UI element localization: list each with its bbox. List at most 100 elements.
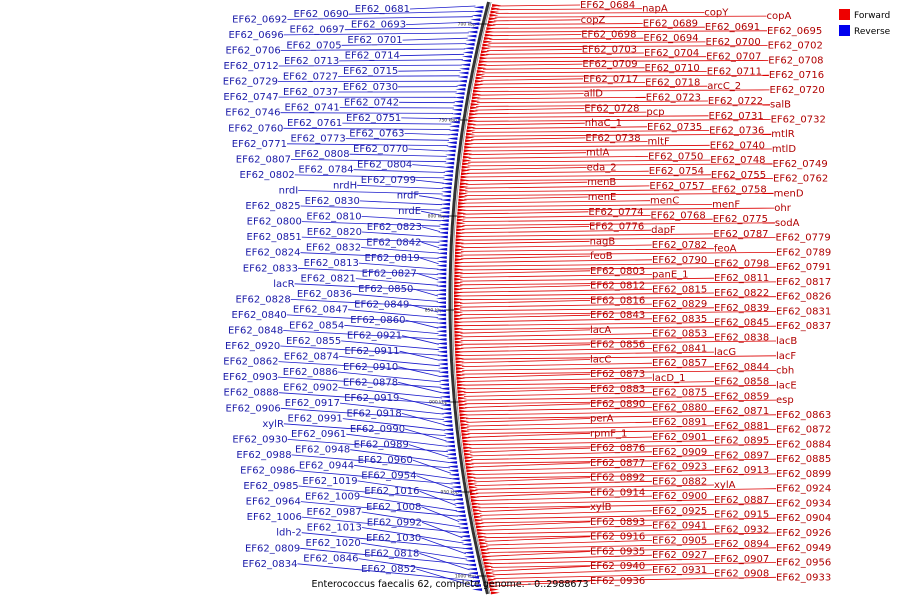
reverse-gene-label[interactable]: EF62_0832: [306, 243, 361, 254]
forward-gene-label[interactable]: EF62_0882: [652, 476, 707, 487]
forward-gene-label[interactable]: EF62_0934: [776, 499, 831, 510]
reverse-gene-label[interactable]: EF62_0824: [245, 248, 300, 259]
reverse-gene-label[interactable]: EF62_0821: [301, 274, 356, 285]
reverse-gene-label[interactable]: EF62_0855: [286, 336, 341, 347]
forward-gene-label[interactable]: EF62_0901: [652, 432, 707, 443]
reverse-gene-label[interactable]: EF62_0886: [283, 367, 338, 378]
reverse-gene-label[interactable]: EF62_0692: [232, 14, 287, 25]
forward-gene-label[interactable]: EF62_0755: [711, 170, 766, 181]
forward-gene-label[interactable]: EF62_0750: [648, 151, 703, 162]
reverse-gene-label[interactable]: EF62_1009: [305, 491, 360, 502]
forward-gene-label[interactable]: EF62_0956: [776, 558, 831, 569]
forward-gene-label[interactable]: EF62_0916: [590, 532, 645, 543]
forward-gene-label[interactable]: EF62_0913: [714, 465, 769, 476]
forward-gene-label[interactable]: lacA: [590, 325, 611, 336]
forward-gene-label[interactable]: EF62_0698: [581, 30, 636, 41]
reverse-gene-label[interactable]: EF62_0917: [285, 398, 340, 409]
forward-gene-label[interactable]: arcC_2: [707, 81, 741, 92]
reverse-gene-label[interactable]: EF62_0854: [289, 320, 344, 331]
forward-gene-label[interactable]: EF62_0817: [776, 277, 831, 288]
forward-gene-label[interactable]: EF62_0881: [714, 421, 769, 432]
forward-gene-label[interactable]: copZ: [581, 15, 606, 26]
reverse-gene-label[interactable]: EF62_0902: [283, 383, 338, 394]
reverse-gene-label[interactable]: EF62_0964: [246, 497, 301, 508]
reverse-gene-label[interactable]: EF62_0804: [357, 160, 412, 171]
forward-gene-label[interactable]: EF62_0711: [707, 67, 762, 78]
forward-gene-label[interactable]: EF62_0887: [714, 495, 769, 506]
reverse-gene-label[interactable]: EF62_0954: [361, 471, 416, 482]
forward-gene-label[interactable]: EF62_0782: [652, 240, 707, 251]
forward-gene-label[interactable]: EF62_0914: [590, 487, 645, 498]
reverse-gene-label[interactable]: EF62_0693: [351, 20, 406, 31]
reverse-gene-label[interactable]: EF62_1016: [364, 486, 419, 497]
reverse-gene-label[interactable]: EF62_0848: [228, 326, 283, 337]
forward-gene-label[interactable]: EF62_0691: [705, 22, 760, 33]
forward-gene-label[interactable]: EF62_0871: [714, 406, 769, 417]
forward-gene-label[interactable]: menF: [712, 199, 740, 210]
forward-gene-label[interactable]: EF62_0787: [713, 229, 768, 240]
reverse-gene-label[interactable]: EF62_0986: [240, 466, 295, 477]
forward-gene-label[interactable]: EF62_0700: [706, 37, 761, 48]
reverse-gene-label[interactable]: EF62_0818: [364, 548, 419, 559]
reverse-gene-label[interactable]: EF62_0714: [345, 51, 400, 62]
forward-gene-label[interactable]: EF62_0883: [590, 384, 645, 395]
forward-gene-label[interactable]: EF62_0933: [776, 572, 831, 583]
forward-gene-label[interactable]: EF62_0845: [714, 318, 769, 329]
forward-gene-label[interactable]: EF62_0718: [645, 78, 700, 89]
forward-gene-label[interactable]: EF62_0932: [714, 524, 769, 535]
forward-gene-label[interactable]: lacG: [714, 347, 736, 358]
reverse-gene-label[interactable]: EF62_0730: [343, 82, 398, 93]
reverse-gene-label[interactable]: EF62_0961: [291, 429, 346, 440]
forward-gene-label[interactable]: EF62_0891: [652, 417, 707, 428]
reverse-gene-label[interactable]: nrdE: [398, 206, 421, 217]
forward-gene-label[interactable]: EF62_0858: [714, 377, 769, 388]
reverse-gene-label[interactable]: EF62_0840: [232, 310, 287, 321]
forward-gene-label[interactable]: esp: [776, 395, 794, 406]
forward-gene-label[interactable]: EF62_0695: [767, 26, 822, 37]
reverse-gene-label[interactable]: EF62_1030: [366, 533, 421, 544]
reverse-gene-label[interactable]: EF62_0810: [306, 211, 361, 222]
forward-gene-label[interactable]: EF62_0863: [776, 410, 831, 421]
forward-gene-label[interactable]: EF62_0790: [652, 255, 707, 266]
forward-gene-label[interactable]: EF62_0789: [776, 247, 831, 258]
reverse-gene-label[interactable]: EF62_1006: [247, 512, 302, 523]
reverse-gene-label[interactable]: EF62_0991: [288, 414, 343, 425]
forward-gene-label[interactable]: EF62_0811: [714, 273, 769, 284]
forward-gene-label[interactable]: EF62_0815: [652, 284, 707, 295]
forward-gene-label[interactable]: lacB: [776, 336, 797, 347]
reverse-gene-label[interactable]: EF62_0770: [353, 144, 408, 155]
reverse-gene-label[interactable]: nrdF: [397, 191, 420, 202]
reverse-gene-label[interactable]: EF62_0741: [284, 103, 339, 114]
forward-gene-label[interactable]: EF62_0798: [714, 259, 769, 270]
forward-gene-label[interactable]: EF62_0900: [652, 491, 707, 502]
reverse-gene-label[interactable]: EF62_0800: [247, 217, 302, 228]
reverse-gene-label[interactable]: EF62_0960: [358, 455, 413, 466]
forward-gene-label[interactable]: EF62_0853: [652, 329, 707, 340]
forward-gene-label[interactable]: EF62_0776: [589, 222, 644, 233]
forward-gene-label[interactable]: EF62_0708: [768, 55, 823, 66]
forward-gene-label[interactable]: EF62_0838: [714, 332, 769, 343]
reverse-gene-label[interactable]: EF62_0842: [366, 237, 421, 248]
forward-gene-label[interactable]: EF62_0897: [714, 451, 769, 462]
forward-gene-label[interactable]: EF62_0877: [590, 458, 645, 469]
reverse-gene-label[interactable]: EF62_0862: [223, 357, 278, 368]
forward-gene-label[interactable]: EF62_0873: [590, 369, 645, 380]
reverse-gene-label[interactable]: EF62_0751: [346, 113, 401, 124]
forward-gene-label[interactable]: sodA: [775, 218, 800, 229]
forward-gene-label[interactable]: EF62_0835: [652, 314, 707, 325]
reverse-gene-label[interactable]: EF62_0727: [283, 71, 338, 82]
forward-gene-label[interactable]: EF62_0757: [649, 181, 704, 192]
forward-gene-label[interactable]: EF62_0915: [714, 510, 769, 521]
reverse-gene-label[interactable]: EF62_0988: [236, 450, 291, 461]
reverse-gene-label[interactable]: EF62_1013: [307, 523, 362, 534]
reverse-gene-label[interactable]: EF62_0918: [346, 408, 401, 419]
reverse-gene-label[interactable]: EF62_0802: [240, 170, 295, 181]
reverse-gene-label[interactable]: xylR: [262, 419, 284, 430]
reverse-gene-label[interactable]: EF62_0681: [355, 4, 410, 15]
forward-gene-label[interactable]: EF62_0822: [714, 288, 769, 299]
forward-gene-label[interactable]: rpmF_1: [590, 428, 627, 439]
reverse-gene-label[interactable]: EF62_0906: [226, 403, 281, 414]
forward-gene-label[interactable]: EF62_0909: [652, 447, 707, 458]
forward-gene-label[interactable]: copY: [704, 7, 729, 18]
forward-gene-label[interactable]: EF62_0826: [776, 292, 831, 303]
